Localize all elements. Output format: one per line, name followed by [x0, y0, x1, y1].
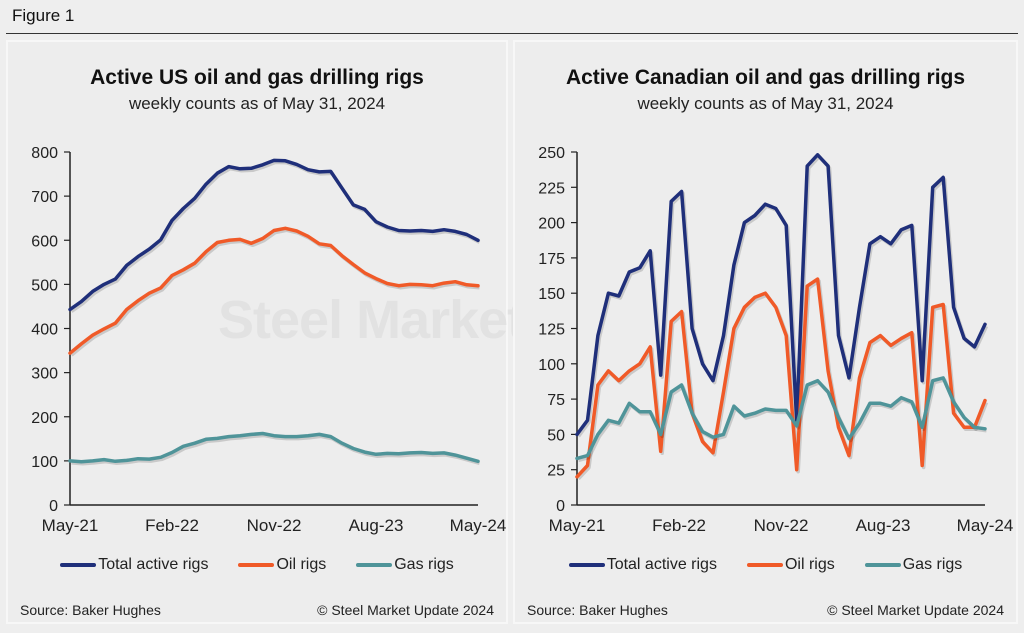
ca-y-tick-label: 0 [556, 498, 565, 515]
legend-item-oil: Oil rigs [746, 556, 835, 574]
source-note: Source: Baker Hughes [20, 602, 161, 618]
watermark-bold: Steel Market [218, 290, 525, 350]
legend-label: Oil rigs [276, 556, 327, 573]
ca-y-tick-label: 25 [547, 463, 565, 480]
ca-x-tick-label: Aug-23 [856, 516, 911, 535]
us-y-tick-label: 700 [31, 189, 58, 206]
ca-x-tick-label: Feb-22 [652, 516, 706, 535]
ca-y-tick-label: 100 [538, 357, 565, 374]
us-y-tick-label: 400 [31, 322, 58, 339]
us-x-tick-label: May-24 [450, 516, 507, 535]
ca-series-oil-rigs [575, 277, 987, 479]
legend-label: Total active rigs [606, 556, 717, 573]
us-series-total-active-rigs [68, 158, 480, 312]
legend-item-total: Total active rigs [60, 556, 208, 574]
ca-y-tick-label: 200 [538, 216, 565, 233]
legend-swatch-oil [746, 563, 783, 567]
legend-item-gas: Gas rigs [356, 556, 454, 574]
us-y-tick-label: 100 [31, 454, 58, 471]
ca-y-tick-label: 125 [538, 322, 565, 339]
legend-label: Total active rigs [98, 556, 209, 573]
ca-y-tick-label: 175 [538, 251, 565, 268]
us-y-tick-label: 300 [31, 366, 58, 383]
figure-divider [6, 33, 1018, 34]
us-x-tick-label: Nov-22 [247, 516, 302, 535]
ca-y-tick-label: 50 [547, 427, 565, 444]
us-series-shadow [70, 160, 481, 313]
us-series-shadow [71, 433, 480, 466]
legend-item-total: Total active rigs [568, 556, 717, 574]
figure-title: Figure 1 [12, 6, 75, 25]
canada-chart-subtitle: weekly counts as of May 31, 2024 [637, 94, 894, 113]
us-x-tick-label: Feb-22 [145, 516, 199, 535]
legend-swatch-gas [864, 563, 901, 567]
ca-series-total-active-rigs [575, 153, 987, 437]
us-y-tick-label: 800 [31, 145, 58, 162]
canada-chart-title: Active Canadian oil and gas drilling rig… [565, 66, 966, 89]
us-x-tick-label: Aug-23 [349, 516, 404, 535]
us-series-gas-rigs [68, 431, 480, 464]
us-series-shadow [70, 228, 480, 357]
canada-legend: Total active rigs Oil rigs Gas rigs [515, 556, 1016, 574]
ca-y-tick-label: 250 [538, 145, 565, 162]
legend-item-oil: Oil rigs [238, 556, 326, 574]
us-legend: Total active rigs Oil rigs Gas rigs [8, 556, 506, 574]
ca-x-tick-label: May-21 [549, 516, 606, 535]
us-x-tick-label: May-21 [42, 516, 99, 535]
us-y-tick-label: 600 [31, 233, 58, 250]
us-series-oil-rigs [68, 226, 480, 355]
legend-label: Gas rigs [902, 556, 963, 573]
copyright-note: © Steel Market Update 2024 [317, 602, 494, 618]
ca-y-tick-label: 75 [547, 392, 565, 409]
us-chart-subtitle: weekly counts as of May 31, 2024 [128, 94, 386, 113]
us-chart-title: Active US oil and gas drilling rigs [90, 66, 424, 89]
copyright-note: © Steel Market Update 2024 [827, 602, 1004, 618]
ca-x-tick-label: May-24 [957, 516, 1014, 535]
legend-swatch-gas [356, 563, 393, 567]
us-chart-plot: 0 100 200 300 400 500 600 700 800 May-21 Feb-22 Nov… [31, 145, 507, 535]
legend-label: Oil rigs [784, 556, 835, 573]
us-y-tick-label: 500 [31, 277, 58, 294]
legend-swatch-total [568, 563, 605, 567]
us-y-tick-label: 200 [31, 410, 58, 427]
ca-y-tick-label: 225 [538, 180, 565, 197]
ca-x-tick-label: Nov-22 [754, 516, 809, 535]
legend-swatch-total [60, 563, 97, 567]
legend-swatch-oil [238, 563, 275, 567]
canada-chart-panel: Active Canadian oil and gas drilling rig… [513, 40, 1018, 624]
canada-chart-plot: 0 25 50 75 100 125 150 175 200 225 250 May-21 Feb-22… [538, 145, 1014, 535]
ca-y-tick-label: 150 [538, 286, 565, 303]
ca-series-gas-rigs [575, 376, 987, 461]
us-y-tick-label: 0 [49, 498, 58, 515]
legend-item-gas: Gas rigs [864, 556, 963, 574]
legend-label: Gas rigs [394, 556, 454, 573]
source-note: Source: Baker Hughes [527, 602, 668, 618]
